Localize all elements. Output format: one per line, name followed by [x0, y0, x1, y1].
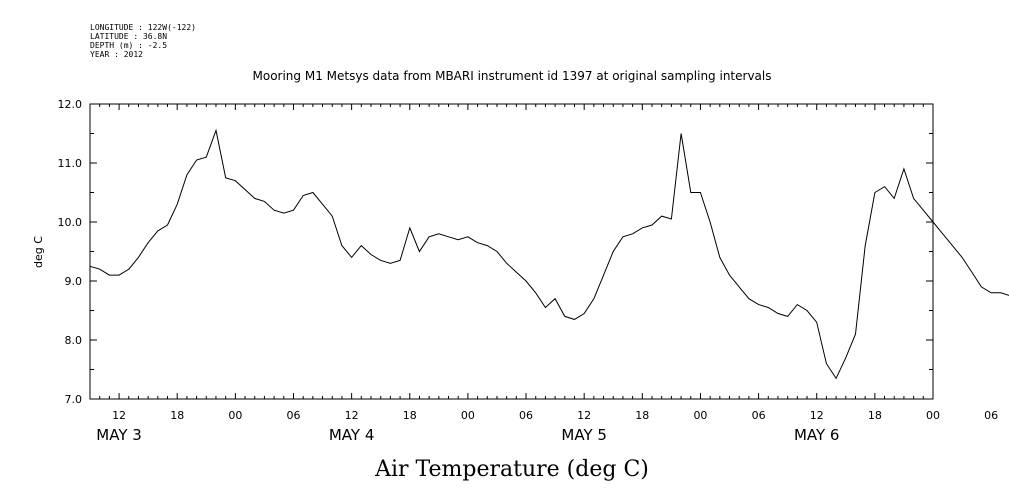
metadata-depth: DEPTH (m) : -2.5	[90, 41, 167, 50]
metadata-year: YEAR : 2012	[90, 50, 143, 59]
y-tick-label: 8.0	[65, 334, 83, 347]
x-tick-label: 00	[461, 409, 475, 422]
x-tick-label: 12	[345, 409, 359, 422]
day-label: MAY 6	[794, 426, 840, 444]
x-tick-label: 18	[403, 409, 417, 422]
x-tick-label: 06	[286, 409, 300, 422]
y-tick-label: 12.0	[58, 98, 83, 111]
y-tick-label: 10.0	[58, 216, 83, 229]
metadata-latitude: LATITUDE : 36.8N	[90, 32, 167, 41]
metadata-longitude: LONGITUDE : 122W(-122)	[90, 23, 196, 32]
x-tick-label: 12	[577, 409, 591, 422]
x-tick-label: 06	[984, 409, 998, 422]
x-tick-label: 12	[810, 409, 824, 422]
y-axis-label: deg C	[32, 236, 45, 268]
y-tick-label: 7.0	[65, 393, 83, 406]
y-tick-label: 11.0	[58, 157, 83, 170]
minor-ticks	[89, 104, 934, 399]
y-tick-label: 9.0	[65, 275, 83, 288]
x-axis-label: Air Temperature (deg C)	[374, 457, 649, 482]
x-tick-label: 18	[170, 409, 184, 422]
plot-frame	[89, 103, 934, 400]
x-tick-label: 18	[635, 409, 649, 422]
chart-title: Mooring M1 Metsys data from MBARI instru…	[253, 69, 772, 83]
day-label: MAY 3	[96, 426, 142, 444]
day-label: MAY 5	[561, 426, 607, 444]
x-tick-label: 18	[868, 409, 882, 422]
metadata-block: LONGITUDE : 122W(-122) LATITUDE : 36.8N …	[90, 23, 196, 59]
x-tick-label: 06	[752, 409, 766, 422]
day-label: MAY 4	[329, 426, 375, 444]
x-tick-label: 00	[228, 409, 242, 422]
x-axis: 1218000612180006121800061218000612180006…	[96, 409, 998, 444]
series-line	[89, 128, 1009, 380]
y-axis: 7.0 8.0 9.0 10.0 11.0 12.0	[58, 98, 933, 406]
x-tick-label: 06	[519, 409, 533, 422]
x-tick-label: 00	[926, 409, 940, 422]
x-tick-label: 00	[693, 409, 707, 422]
x-tick-label: 12	[112, 409, 126, 422]
